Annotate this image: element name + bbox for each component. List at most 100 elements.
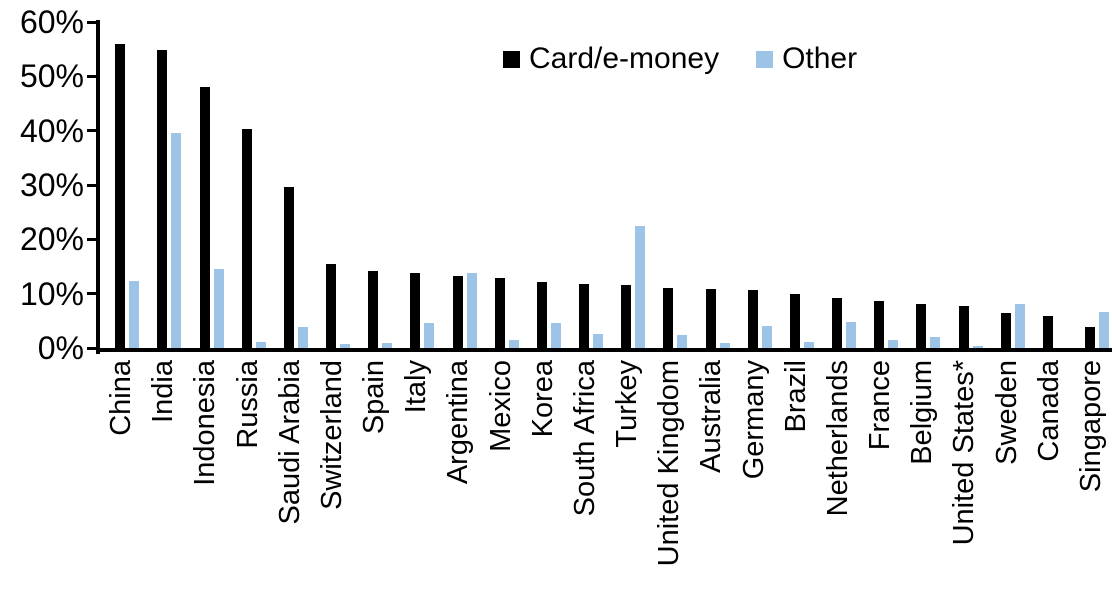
bar-other-italy: [424, 323, 435, 348]
bar-group-korea: [522, 22, 564, 348]
bar-card-e-money-france: [874, 301, 885, 348]
bar-card-e-money-australia: [705, 289, 716, 348]
bar-group-singapore: [1070, 22, 1112, 348]
bar-group-australia: [690, 22, 732, 348]
x-axis-line: [96, 348, 1112, 352]
y-axis-label-0: 0%: [37, 330, 84, 366]
y-axis-tick-60: [87, 20, 100, 24]
bar-card-e-money-china: [115, 43, 126, 348]
bar-group-germany: [733, 22, 775, 348]
bar-group-argentina: [437, 22, 479, 348]
bar-other-united-states: [972, 346, 983, 348]
bar-card-e-money-korea: [536, 281, 547, 348]
bar-card-e-money-india: [157, 49, 168, 348]
x-label-cell-turkey: Turkey: [606, 360, 648, 594]
x-label-turkey: Turkey: [611, 360, 644, 448]
x-label-germany: Germany: [737, 360, 770, 480]
bar-group-saudi-arabia: [269, 22, 311, 348]
x-label-cell-singapore: Singapore: [1070, 360, 1112, 594]
x-label-cell-canada: Canada: [1028, 360, 1070, 594]
x-label-cell-brazil: Brazil: [775, 360, 817, 594]
y-axis-label-60: 60%: [19, 4, 84, 40]
x-label-netherlands: Netherlands: [821, 360, 854, 517]
bar-group-switzerland: [311, 22, 353, 348]
bar-group-brazil: [775, 22, 817, 348]
bar-card-e-money-germany: [747, 290, 758, 348]
bar-card-e-money-sweden: [1000, 312, 1011, 348]
bar-other-australia: [719, 342, 730, 348]
x-label-cell-argentina: Argentina: [437, 360, 479, 594]
x-label-cell-indonesia: Indonesia: [184, 360, 226, 594]
x-label-spain: Spain: [358, 360, 391, 435]
y-axis-label-40: 40%: [19, 112, 84, 149]
bar-other-argentina: [466, 273, 477, 348]
bar-group-china: [100, 22, 142, 348]
legend-swatch-card-e-money: [503, 50, 520, 68]
bar-card-e-money-turkey: [621, 285, 632, 348]
x-label-saudi-arabia: Saudi Arabia: [273, 360, 306, 525]
y-axis-tick-10: [87, 292, 100, 296]
bar-card-e-money-russia: [241, 129, 252, 348]
y-axis-label-20: 20%: [19, 221, 84, 258]
bar-other-saudi-arabia: [297, 326, 308, 348]
legend-item-card-e-money: Card/e-money: [503, 42, 719, 76]
x-axis-labels: China India Indonesia Russia Saudi Arabia Swi…: [100, 360, 1112, 594]
x-label-singapore: Singapore: [1074, 360, 1107, 493]
bar-other-russia: [255, 342, 266, 348]
bar-card-e-money-mexico: [494, 277, 505, 348]
bar-card-e-money-italy: [410, 272, 421, 348]
x-label-china: China: [105, 360, 137, 436]
bar-other-germany: [761, 326, 772, 348]
y-axis-tick-30: [87, 183, 100, 187]
x-label-russia: Russia: [231, 360, 264, 449]
x-label-switzerland: Switzerland: [315, 360, 348, 510]
x-label-indonesia: Indonesia: [189, 360, 222, 486]
plot-area: [100, 22, 1112, 348]
bar-card-e-money-united-kingdom: [663, 288, 674, 348]
x-label-cell-china: China: [100, 360, 142, 594]
bar-other-india: [171, 132, 182, 348]
x-label-belgium: Belgium: [906, 360, 939, 465]
bar-group-canada: [1028, 22, 1070, 348]
legend-item-other: Other: [756, 42, 857, 76]
y-axis-tick-0: [87, 346, 100, 350]
bar-other-united-kingdom: [677, 335, 688, 348]
x-label-cell-spain: Spain: [353, 360, 395, 594]
bar-other-china: [129, 281, 140, 348]
bar-card-e-money-belgium: [916, 304, 927, 348]
bar-card-e-money-canada: [1042, 315, 1053, 348]
x-label-united-kingdom: United Kingdom: [653, 360, 686, 567]
bar-card-e-money-indonesia: [199, 86, 210, 348]
x-label-cell-australia: Australia: [690, 360, 732, 594]
y-axis-tick-50: [87, 74, 100, 78]
x-label-cell-italy: Italy: [395, 360, 437, 594]
bar-other-netherlands: [846, 321, 857, 348]
x-label-italy: Italy: [400, 360, 433, 414]
bar-card-e-money-switzerland: [326, 263, 337, 348]
y-axis-label-10: 10%: [19, 275, 84, 312]
bar-other-indonesia: [213, 269, 224, 348]
bar-card-e-money-netherlands: [832, 298, 843, 348]
x-label-cell-belgium: Belgium: [901, 360, 943, 594]
bar-group-turkey: [606, 22, 648, 348]
x-label-cell-korea: Korea: [522, 360, 564, 594]
bar-other-spain: [382, 342, 393, 348]
x-label-australia: Australia: [695, 360, 728, 473]
x-label-mexico: Mexico: [484, 360, 517, 452]
bar-group-indonesia: [184, 22, 226, 348]
bar-group-belgium: [901, 22, 943, 348]
x-label-brazil: Brazil: [779, 360, 812, 433]
x-label-cell-switzerland: Switzerland: [311, 360, 353, 594]
bar-card-e-money-south-africa: [579, 283, 590, 348]
bar-card-e-money-united-states: [958, 305, 969, 348]
x-label-india: India: [147, 360, 180, 423]
x-label-united-states: United States*: [948, 360, 981, 546]
bar-other-france: [888, 339, 899, 348]
x-label-cell-saudi-arabia: Saudi Arabia: [269, 360, 311, 594]
x-label-cell-sweden: Sweden: [986, 360, 1028, 594]
bar-other-korea: [550, 323, 561, 348]
bar-other-sweden: [1014, 304, 1025, 348]
bar-group-netherlands: [817, 22, 859, 348]
bar-group-mexico: [480, 22, 522, 348]
